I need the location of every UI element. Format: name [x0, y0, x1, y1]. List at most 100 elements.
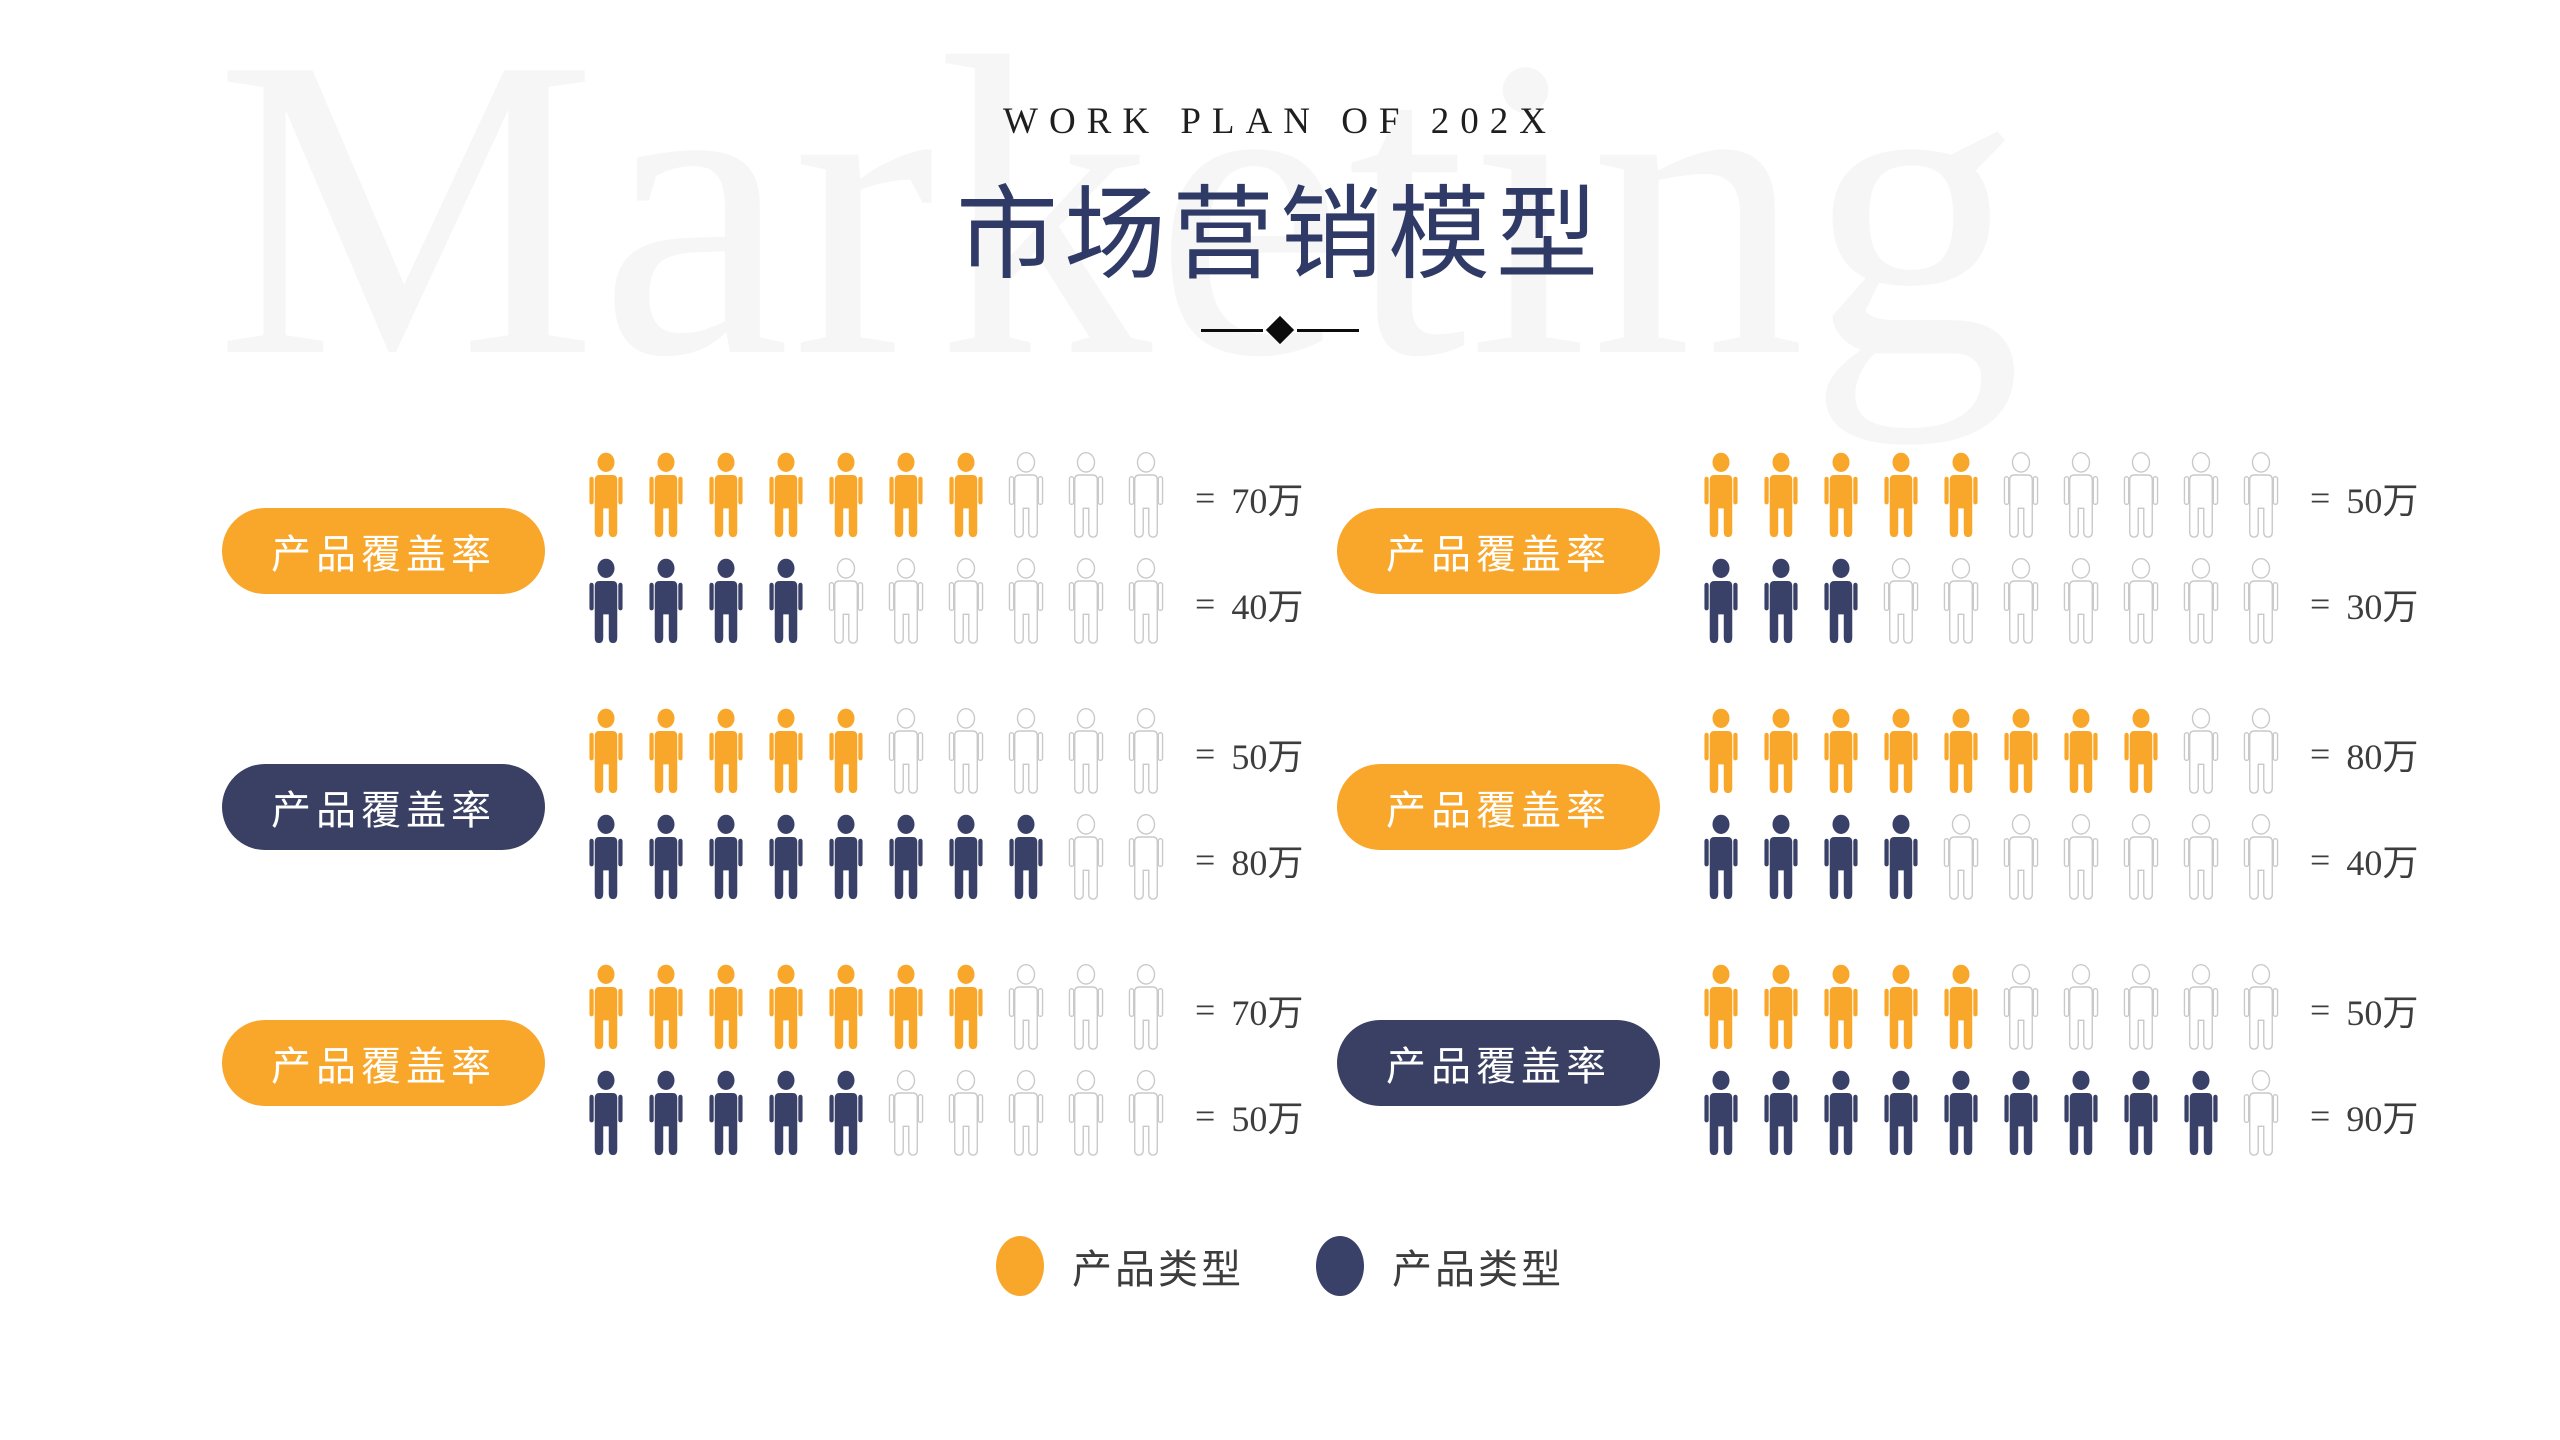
coverage-pill-label: 产品覆盖率 — [271, 788, 496, 833]
person-filled-icon — [823, 814, 869, 906]
person-filled-icon — [583, 1070, 629, 1162]
background-watermark: Marketing — [215, 0, 2025, 446]
chart-area: 产品覆盖率 = 70万 = 40万 产品覆盖率 = 50万 = 80万 产品覆盖率 = 70万 = 50万产… — [222, 452, 2422, 1162]
row-value: = 50万 — [1195, 728, 1303, 780]
person-empty-icon — [1063, 708, 1109, 800]
equals-sign: = — [2310, 478, 2331, 518]
person-empty-icon — [2238, 814, 2284, 906]
person-empty-icon — [2178, 708, 2224, 800]
equals-sign: = — [1195, 478, 1216, 518]
coverage-pill-label: 产品覆盖率 — [271, 532, 496, 577]
person-filled-icon — [583, 964, 629, 1056]
person-filled-icon — [1938, 452, 1984, 544]
person-empty-icon — [1998, 964, 2044, 1056]
person-filled-icon — [1698, 558, 1744, 650]
value-label: 70万 — [1231, 993, 1304, 1033]
person-empty-icon — [1123, 708, 1169, 800]
person-filled-icon — [703, 708, 749, 800]
icon-row — [583, 558, 1169, 650]
person-filled-icon — [1698, 452, 1744, 544]
person-empty-icon — [2118, 814, 2164, 906]
person-filled-icon — [643, 1070, 689, 1162]
legend-item: 产品类型 — [996, 1236, 1244, 1296]
coverage-group: 产品覆盖率 = 50万 = 30万 — [1337, 452, 2422, 650]
person-empty-icon — [943, 558, 989, 650]
coverage-pill: 产品覆盖率 — [1337, 508, 1660, 594]
row-value: = 40万 — [1195, 578, 1303, 630]
person-filled-icon — [1758, 452, 1804, 544]
person-filled-icon — [583, 558, 629, 650]
person-filled-icon — [763, 814, 809, 906]
person-filled-icon — [763, 708, 809, 800]
pictograph-row: = 70万 — [583, 964, 1303, 1056]
equals-sign: = — [1195, 990, 1216, 1030]
row-value: = 50万 — [1195, 1090, 1303, 1142]
person-filled-icon — [1818, 964, 1864, 1056]
person-filled-icon — [1998, 708, 2044, 800]
person-empty-icon — [943, 1070, 989, 1162]
row-value: = 50万 — [2310, 472, 2418, 524]
person-filled-icon — [643, 964, 689, 1056]
person-filled-icon — [823, 1070, 869, 1162]
person-empty-icon — [1123, 964, 1169, 1056]
person-empty-icon — [2058, 558, 2104, 650]
person-filled-icon — [1878, 814, 1924, 906]
person-empty-icon — [1003, 452, 1049, 544]
icon-row — [583, 452, 1169, 544]
coverage-pill: 产品覆盖率 — [222, 508, 545, 594]
person-filled-icon — [643, 452, 689, 544]
coverage-group: 产品覆盖率 = 70万 = 40万 — [222, 452, 1307, 650]
icon-row — [583, 814, 1169, 906]
icon-row — [1698, 452, 2284, 544]
pictograph-rows: = 70万 = 50万 — [583, 964, 1303, 1162]
person-empty-icon — [1003, 964, 1049, 1056]
person-empty-icon — [883, 708, 929, 800]
person-filled-icon — [703, 558, 749, 650]
person-empty-icon — [1063, 964, 1109, 1056]
person-empty-icon — [1123, 452, 1169, 544]
person-filled-icon — [1758, 814, 1804, 906]
person-filled-icon — [643, 708, 689, 800]
person-filled-icon — [1818, 708, 1864, 800]
person-empty-icon — [2118, 452, 2164, 544]
person-empty-icon — [1063, 452, 1109, 544]
person-filled-icon — [763, 964, 809, 1056]
person-filled-icon — [763, 452, 809, 544]
person-filled-icon — [1878, 452, 1924, 544]
person-empty-icon — [1998, 558, 2044, 650]
row-value: = 30万 — [2310, 578, 2418, 630]
person-filled-icon — [2178, 1070, 2224, 1162]
pictograph-row: = 40万 — [1698, 814, 2418, 906]
value-label: 80万 — [2346, 737, 2419, 777]
person-filled-icon — [943, 964, 989, 1056]
person-empty-icon — [2118, 964, 2164, 1056]
person-filled-icon — [643, 814, 689, 906]
person-empty-icon — [1878, 558, 1924, 650]
person-empty-icon — [1003, 558, 1049, 650]
value-label: 50万 — [2346, 993, 2419, 1033]
person-filled-icon — [1818, 558, 1864, 650]
person-filled-icon — [1698, 1070, 1744, 1162]
person-filled-icon — [2058, 1070, 2104, 1162]
person-empty-icon — [1063, 1070, 1109, 1162]
icon-row — [1698, 708, 2284, 800]
coverage-group: 产品覆盖率 = 50万 = 80万 — [222, 708, 1307, 906]
value-label: 90万 — [2346, 1099, 2419, 1139]
person-empty-icon — [2058, 814, 2104, 906]
person-filled-icon — [883, 452, 929, 544]
person-filled-icon — [1758, 964, 1804, 1056]
pictograph-row: = 50万 — [1698, 964, 2418, 1056]
person-filled-icon — [823, 452, 869, 544]
divider-line — [1201, 328, 1263, 332]
person-empty-icon — [2238, 1070, 2284, 1162]
person-empty-icon — [2238, 708, 2284, 800]
person-filled-icon — [1998, 1070, 2044, 1162]
person-filled-icon — [883, 814, 929, 906]
value-label: 80万 — [1231, 843, 1304, 883]
coverage-pill: 产品覆盖率 — [222, 764, 545, 850]
row-value: = 40万 — [2310, 834, 2418, 886]
person-filled-icon — [703, 1070, 749, 1162]
person-filled-icon — [883, 964, 929, 1056]
person-filled-icon — [763, 558, 809, 650]
value-label: 50万 — [1231, 1099, 1304, 1139]
